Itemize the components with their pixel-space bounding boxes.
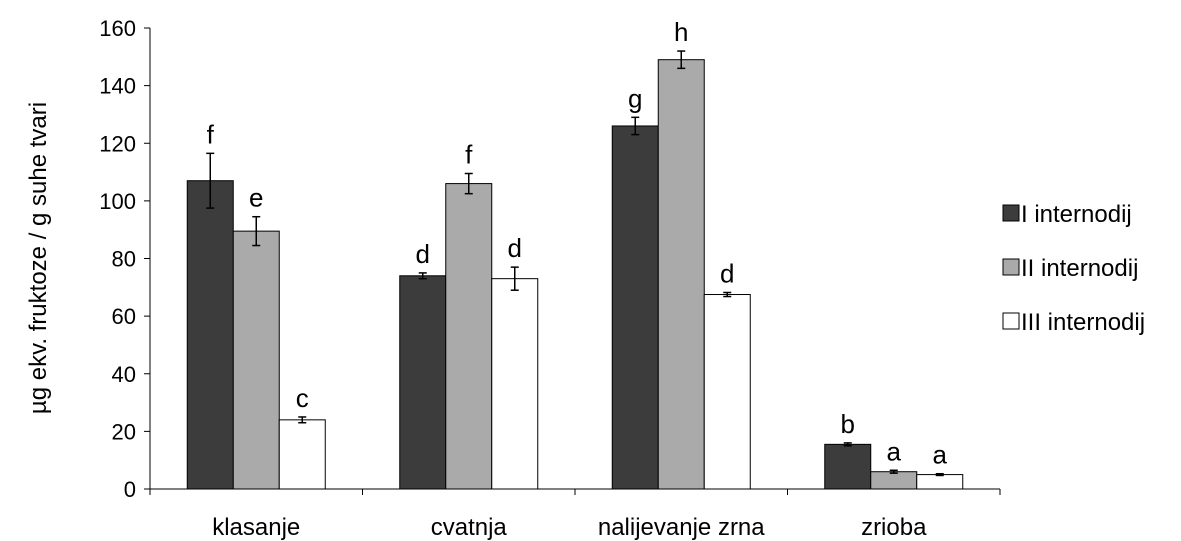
significance-letter: f bbox=[465, 140, 473, 170]
bar bbox=[399, 275, 447, 490]
significance-letter: a bbox=[933, 440, 948, 470]
x-tick-label: cvatnja bbox=[431, 514, 508, 541]
y-tick-label: 140 bbox=[99, 74, 136, 99]
bars: f e c d f d g h d b a a bbox=[186, 17, 964, 490]
significance-letter: h bbox=[674, 17, 688, 47]
legend-swatch bbox=[1002, 312, 1020, 330]
bar bbox=[703, 294, 751, 490]
y-tick-label: 0 bbox=[124, 477, 136, 502]
bar bbox=[491, 278, 539, 490]
x-tick-label: klasanje bbox=[212, 514, 300, 541]
y-tick-label: 160 bbox=[99, 16, 136, 41]
x-tick-label: zrioba bbox=[861, 514, 927, 541]
legend-swatch bbox=[1002, 204, 1020, 222]
significance-letter: d bbox=[720, 258, 734, 288]
y-tick-label: 40 bbox=[112, 362, 136, 387]
x-tick-label: nalijevanje zrna bbox=[598, 514, 765, 541]
bar bbox=[824, 443, 872, 490]
significance-letter: d bbox=[508, 233, 522, 263]
bar bbox=[232, 230, 280, 490]
bar bbox=[445, 183, 493, 490]
bar bbox=[916, 474, 964, 490]
significance-letter: c bbox=[296, 383, 309, 413]
legend-label: III internodij bbox=[1021, 309, 1145, 336]
significance-letter: f bbox=[207, 119, 215, 149]
significance-letter: a bbox=[887, 436, 902, 466]
significance-letter: b bbox=[841, 409, 855, 439]
significance-letter: g bbox=[628, 83, 642, 113]
significance-letter: d bbox=[416, 239, 430, 269]
bar bbox=[278, 419, 326, 490]
y-tick-label: 120 bbox=[99, 131, 136, 156]
legend: I internodij II internodij III internodij bbox=[1002, 201, 1145, 336]
bar bbox=[186, 180, 234, 490]
legend-label: II internodij bbox=[1021, 255, 1138, 282]
legend-swatch bbox=[1002, 258, 1020, 276]
significance-letter: e bbox=[249, 183, 263, 213]
y-axis-label: µg ekv. fruktoze / g suhe tvari bbox=[25, 102, 52, 414]
y-tick-label: 80 bbox=[112, 247, 136, 272]
y-tick-label: 100 bbox=[99, 189, 136, 214]
axes: 0 20 40 60 80 100 120 140 160 klasanje cvatnja nali… bbox=[99, 16, 1001, 541]
legend-label: I internodij bbox=[1021, 201, 1132, 228]
y-tick-label: 20 bbox=[112, 419, 136, 444]
bar bbox=[657, 59, 705, 490]
bar bbox=[870, 471, 918, 490]
y-tick-label: 60 bbox=[112, 304, 136, 329]
bar bbox=[611, 125, 659, 490]
